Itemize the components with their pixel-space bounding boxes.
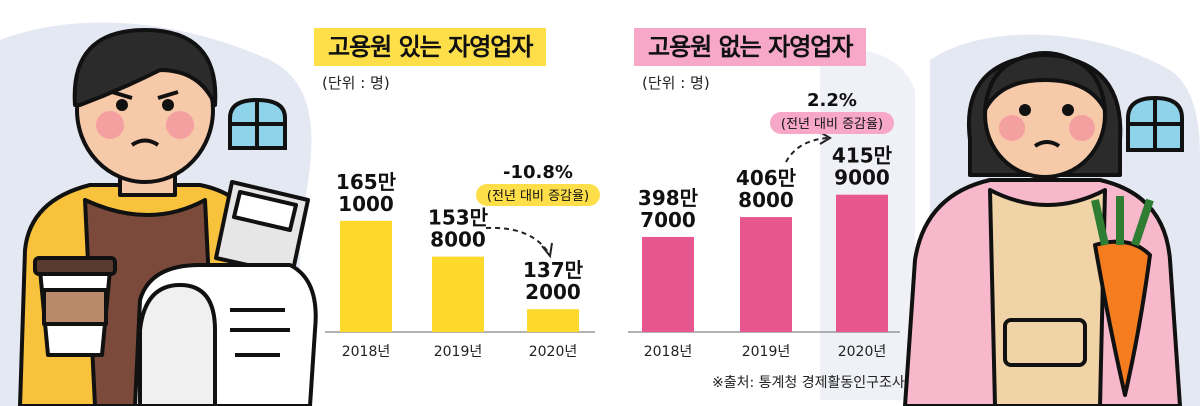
- value-label-employer-1-line1: 153만: [428, 206, 489, 230]
- chart-title-employer: 고용원 있는 자영업자: [314, 28, 547, 66]
- tick-label-no-employer-1: 2019년: [742, 344, 791, 360]
- change-label-pill-no-employer: [770, 112, 894, 134]
- tick-label-no-employer-2: 2020년: [838, 344, 887, 360]
- value-label-no-employer-1-line2: 8000: [738, 188, 794, 212]
- tick-label-employer-2: 2020년: [529, 344, 578, 360]
- change-value-employer: -10.8%: [503, 162, 573, 183]
- bar-no-employer-2018년: [642, 236, 694, 332]
- source-note: ※출처: 통계청 경제활동인구조사: [712, 375, 905, 391]
- value-label-employer-2-line1: 137만: [523, 258, 584, 282]
- value-label-employer-0-line1: 165만: [336, 170, 397, 194]
- vegetable-seller-illustration: [903, 51, 1182, 406]
- change-label-pill-employer: [476, 184, 600, 206]
- bar-employer-2019년: [432, 256, 484, 332]
- value-label-employer-1-line2: 8000: [430, 228, 486, 252]
- bar-no-employer-2020년: [836, 194, 888, 332]
- bar-employer-2018년: [340, 220, 392, 332]
- change-arrow-right: [785, 137, 829, 163]
- value-label-no-employer-1-line1: 406만: [736, 166, 797, 190]
- change-label-no-employer: (전년 대비 증감율): [781, 117, 883, 132]
- value-label-employer-2-line2: 2000: [525, 280, 581, 304]
- unit-label-no-employer: (단위 : 명): [642, 74, 710, 92]
- change-arrow-left-head: [541, 242, 553, 259]
- cafe-owner-illustration: [18, 28, 318, 406]
- bar-no-employer-2019년: [740, 217, 792, 332]
- change-arrow-left: [485, 226, 549, 253]
- change-value-no-employer: 2.2%: [807, 90, 857, 111]
- chart-title-no-employer: 고용원 없는 자영업자: [634, 28, 867, 66]
- value-label-no-employer-2-line2: 9000: [834, 166, 890, 190]
- value-label-employer-0-line2: 1000: [338, 192, 394, 216]
- tick-label-employer-0: 2018년: [342, 344, 391, 360]
- value-label-no-employer-0-line2: 7000: [640, 208, 696, 232]
- unit-label-employer: (단위 : 명): [322, 74, 390, 92]
- bar-employer-2020년: [527, 309, 579, 332]
- window-icon-right: [1126, 95, 1184, 152]
- tick-label-employer-1: 2019년: [434, 344, 483, 360]
- change-label-employer: (전년 대비 증감율): [487, 189, 589, 204]
- value-label-no-employer-0-line1: 398만: [638, 186, 699, 210]
- window-icon-left: [228, 97, 287, 150]
- value-label-no-employer-2-line1: 415만: [832, 144, 893, 168]
- tick-label-no-employer-0: 2018년: [644, 344, 693, 360]
